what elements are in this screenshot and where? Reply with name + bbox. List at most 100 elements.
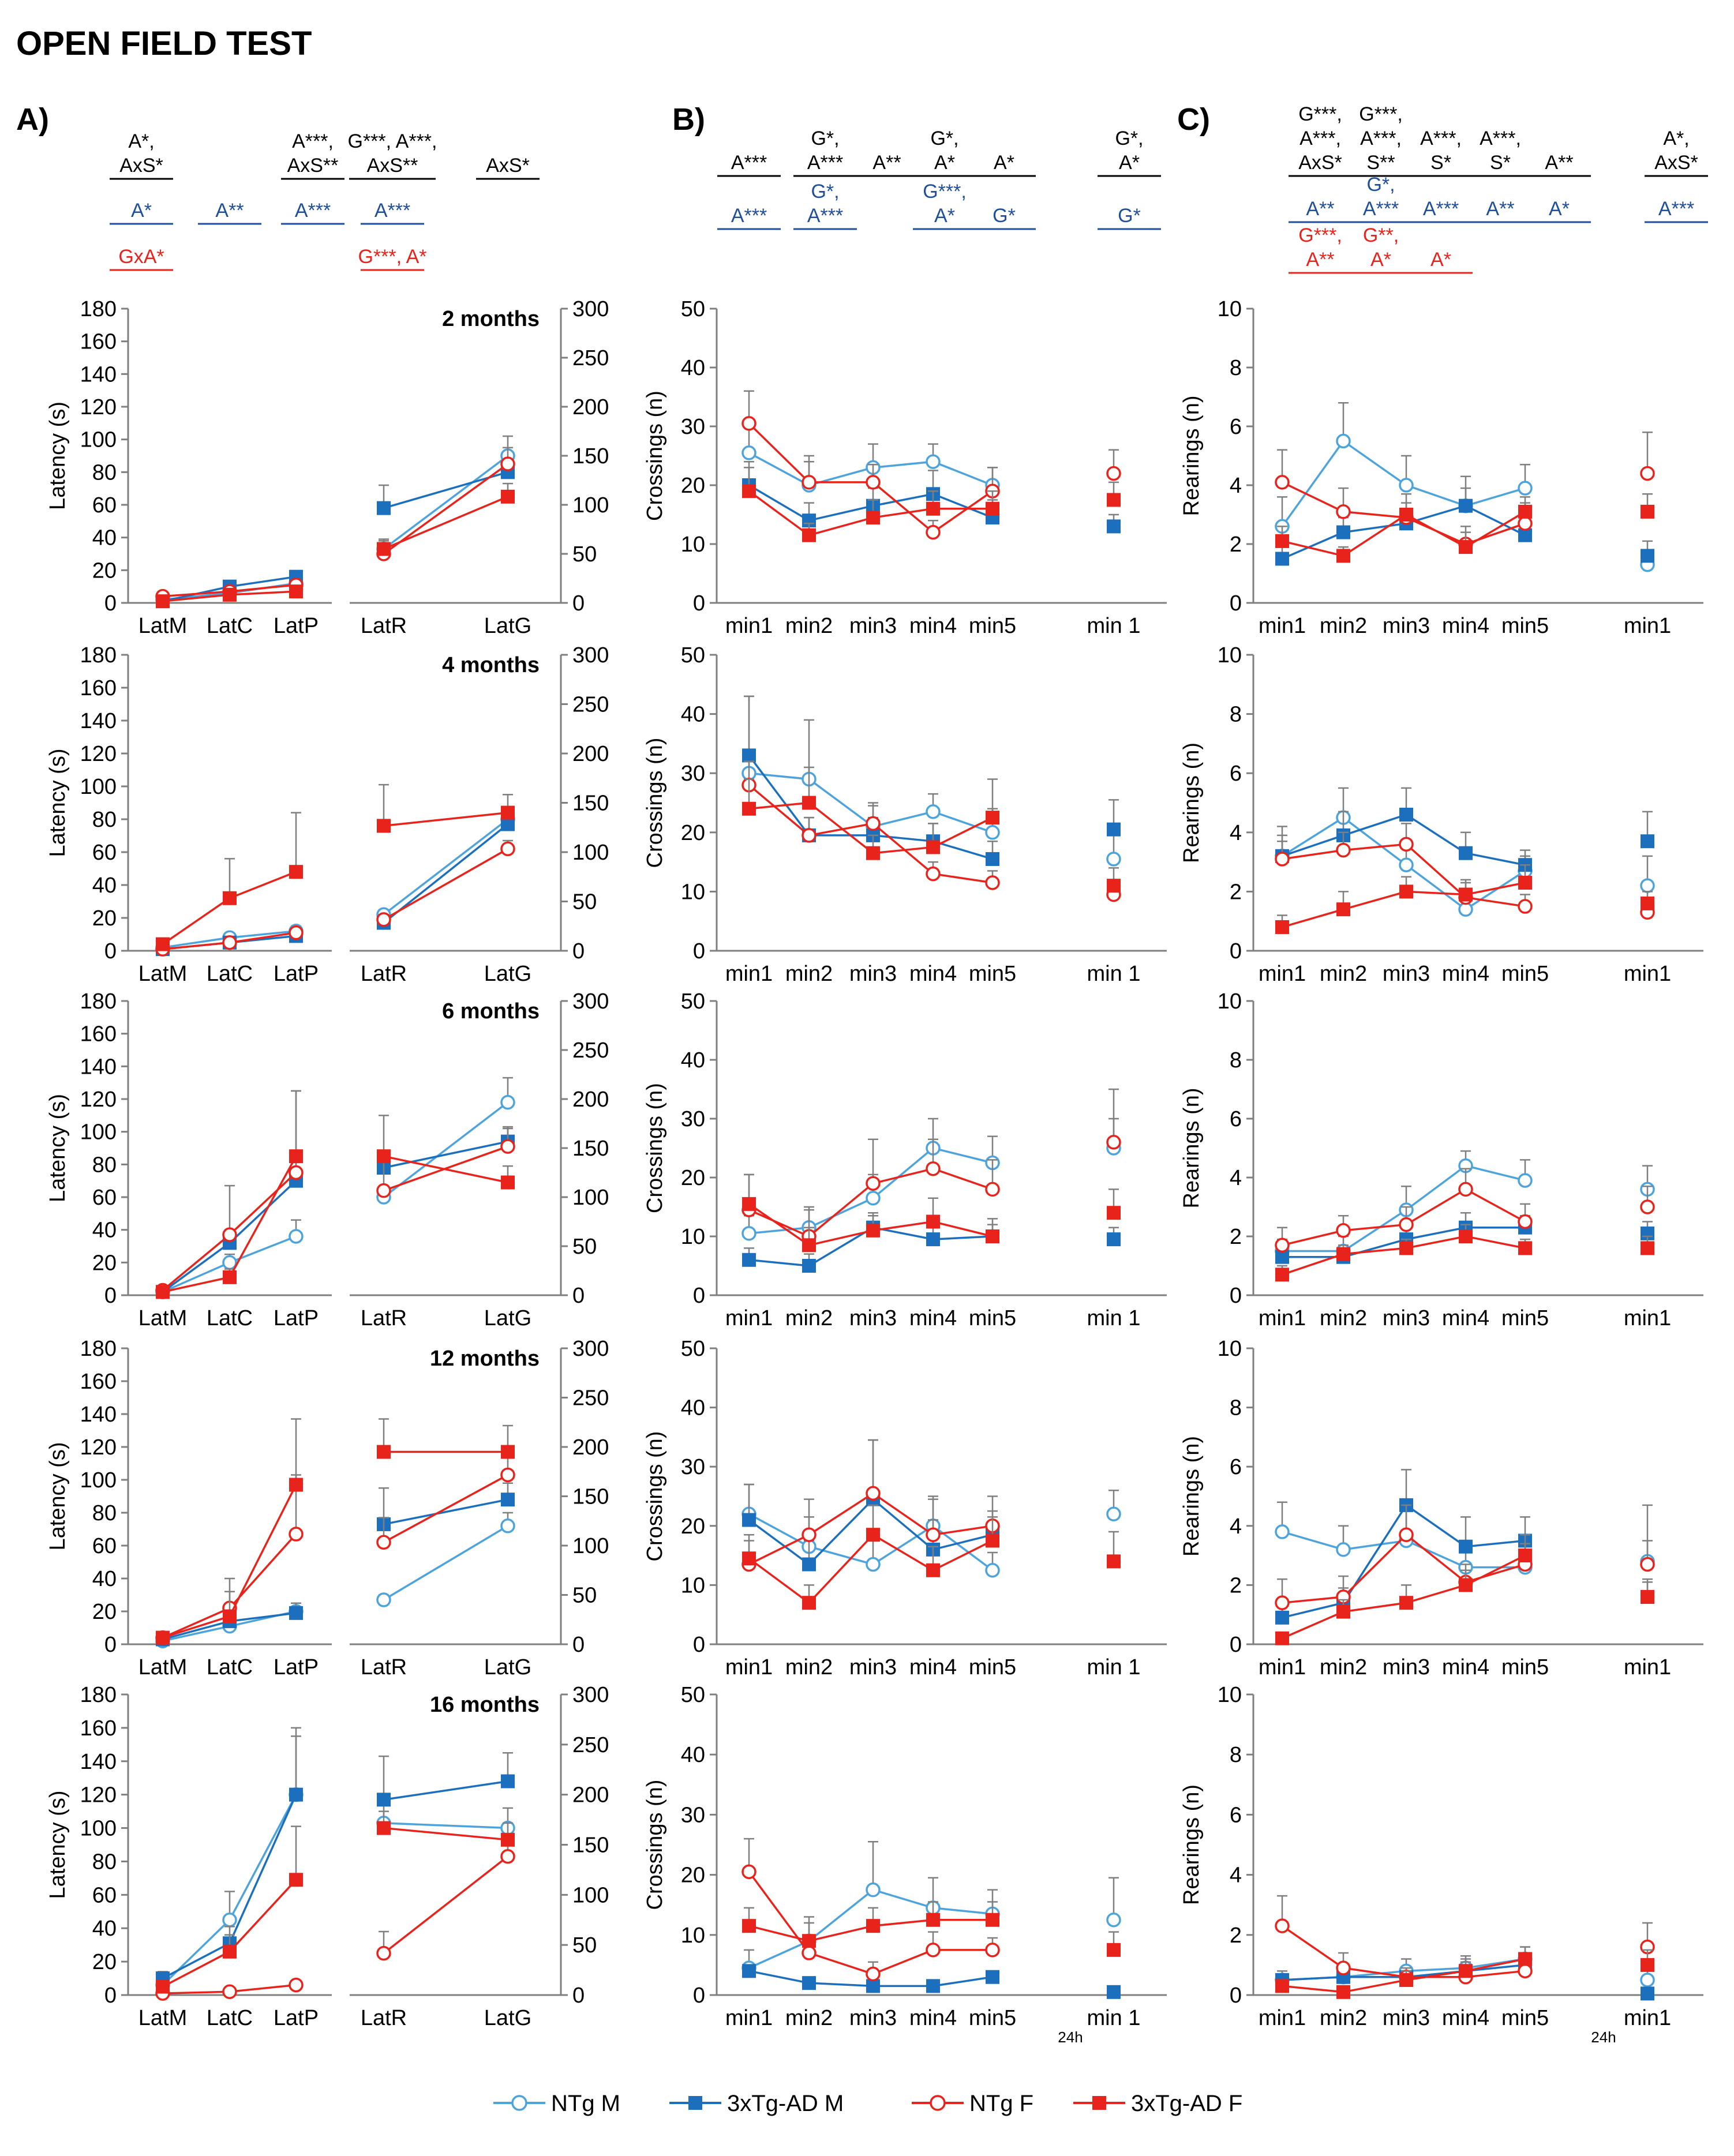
data-point-circle [289, 1977, 304, 1993]
series-ntg_f [741, 760, 1121, 902]
data-point-square [1518, 1952, 1532, 1966]
series-line [383, 1101, 509, 1198]
data-point-square [802, 796, 816, 810]
x-tick-label: min4 [909, 962, 957, 986]
data-point-square [1641, 834, 1654, 849]
series-line [383, 496, 508, 550]
latency-chart: 0 20 40 60 80 100 120 140 160 180 0 50 100 150 200 250 3… [46, 297, 609, 638]
x-tick-label: min3 [1383, 614, 1430, 638]
y2-tick-label: 0 [572, 1633, 585, 1657]
x-tick-label: LatC [207, 962, 253, 986]
stat-text: A* [934, 152, 955, 174]
x-tick-label: min4 [909, 2006, 957, 2030]
y-tick-label: 30 [681, 1803, 705, 1827]
series-ntg_m [741, 422, 1000, 493]
y-tick-label: 0 [104, 591, 117, 616]
data-point-square [1518, 1241, 1532, 1255]
data-point-square [742, 1964, 756, 1978]
data-point-circle [1336, 1223, 1351, 1238]
x-tick-label: min1 [725, 1655, 773, 1679]
x-tick-label: LatG [484, 614, 531, 638]
data-point-square [742, 1551, 756, 1566]
y-tick-label: 6 [1230, 762, 1242, 786]
rearings-chart: 0 2 4 6 8 10 Rearings (n) min1 min2 min3 min4 min5 m… [1179, 989, 1703, 1330]
day-break-label: 24h [1058, 2028, 1083, 2046]
series-ntg_f [155, 447, 515, 604]
y-tick-label: 40 [92, 873, 117, 898]
data-point-square [926, 1913, 940, 1927]
y-tick-label: 160 [80, 1716, 117, 1741]
series-ntg_m [155, 810, 515, 955]
x-tick-label: LatM [138, 962, 187, 986]
y2-tick-label: 0 [572, 591, 585, 616]
data-point-square [866, 1979, 880, 1993]
stat-text: G*, [811, 128, 839, 149]
latency-chart: 0 20 40 60 80 100 120 140 160 180 0 50 100 150 200 250 3… [46, 643, 609, 986]
y-tick-label: 30 [681, 415, 705, 439]
y-axis-label: Crossings (n) [643, 1431, 667, 1562]
x-tick-label: min5 [969, 1306, 1016, 1330]
data-point-square [1275, 1631, 1289, 1645]
data-point-circle [500, 841, 515, 857]
legend-label: NTg M [551, 2091, 620, 2116]
y-tick-label: 10 [1218, 1683, 1242, 1707]
y-tick-label: 10 [1218, 643, 1242, 668]
x-tick-label: min1 [1624, 1306, 1671, 1330]
y-tick-label: 2 [1230, 1923, 1242, 1948]
stat-text: A***, [1360, 128, 1402, 149]
y2-tick-label: 100 [572, 1186, 609, 1210]
data-point-square [1275, 534, 1289, 548]
x-tick-label: min3 [849, 1655, 897, 1679]
x-tick-label: min 1 [1087, 614, 1141, 638]
data-point-square [377, 501, 391, 515]
x-tick-label: min2 [785, 1655, 833, 1679]
data-point-square [1399, 808, 1413, 822]
day-break-label: 24h [1591, 2028, 1616, 2046]
y-tick-label: 2 [1230, 1573, 1242, 1598]
x-tick-label: min2 [785, 1306, 833, 1330]
series-ntg_f [1275, 823, 1655, 920]
chart-row-4: 0204060801001201401601800501001502002503… [46, 1337, 1703, 1679]
x-tick-label: min3 [849, 962, 897, 986]
data-point-circle [376, 912, 391, 927]
data-point-circle [1336, 842, 1351, 858]
rearings-chart: 0 2 4 6 8 10 Rearings (n) min1 min2 min3 min4 min5 m… [1179, 297, 1703, 638]
x-tick-label: min2 [785, 962, 833, 986]
series-tg_f [156, 482, 515, 609]
data-point-circle [289, 1229, 304, 1244]
data-point-circle [985, 875, 1000, 890]
y-tick-label: 180 [80, 297, 117, 321]
series-line [383, 1155, 508, 1184]
series-tg_m [156, 458, 515, 609]
crossings-chart: 0 10 20 30 40 50 Crossings (n) min1 min2 min3 min4… [643, 989, 1167, 1330]
x-tick-label: min5 [969, 1655, 1016, 1679]
y-tick-label: 4 [1230, 1166, 1242, 1190]
y-tick-label: 100 [80, 1120, 117, 1145]
y2-tick-label: 200 [572, 1088, 609, 1112]
data-point-square [1459, 887, 1473, 902]
data-point-square [986, 1970, 999, 1984]
data-point-square [377, 819, 391, 833]
data-point-square [1641, 504, 1654, 519]
series-line [383, 1855, 509, 1955]
x-tick-label: min5 [1501, 614, 1549, 638]
series-line [383, 823, 509, 924]
data-point-square [926, 1563, 940, 1577]
series-line [383, 1827, 508, 1841]
legend: NTg M 3xTg-AD M NTg F 3xTg-AD F [493, 2091, 1242, 2116]
y-axis-label: Rearings (n) [1179, 1784, 1204, 1905]
data-point-circle [802, 1945, 817, 1960]
y-tick-label: 0 [693, 591, 705, 616]
data-point-circle [222, 1227, 237, 1242]
y-axis-label: Rearings (n) [1179, 1436, 1204, 1557]
data-point-circle [866, 1486, 881, 1501]
data-point-circle [376, 1183, 391, 1198]
chart-row-5: 0204060801001201401601800501001502002503… [46, 1683, 1703, 2046]
data-point-square [742, 1513, 756, 1527]
age-label: 16 months [430, 1693, 540, 1717]
x-tick-label: LatR [361, 1306, 407, 1330]
stat-text: A* [1549, 198, 1570, 220]
y-tick-label: 20 [92, 1251, 117, 1275]
stat-text: G**, [1363, 224, 1399, 246]
data-point-square [1459, 1229, 1473, 1243]
